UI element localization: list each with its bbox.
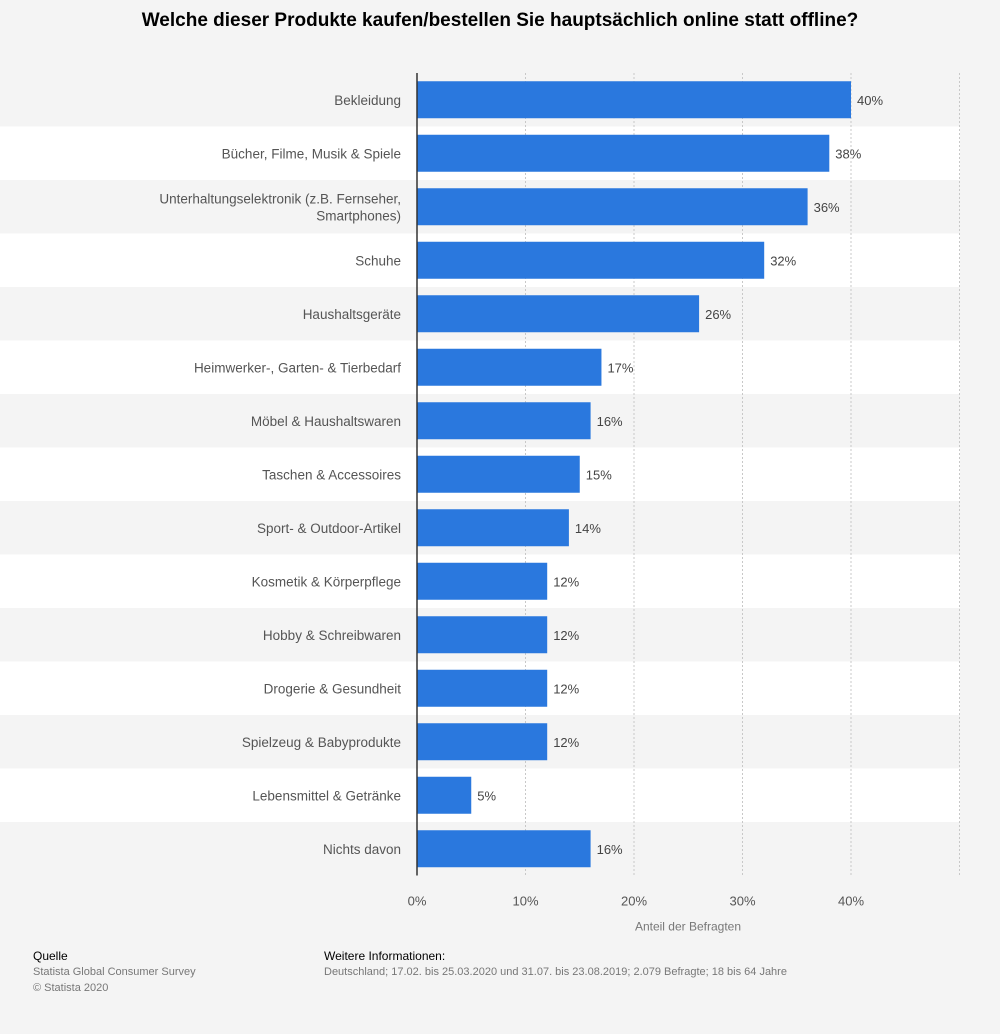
value-labels: 40% 38% 36% 32% 26% 17% 16% 15% 14% 12% 12% 12% 12% 5… [477,93,883,857]
value-label: 16% [597,842,623,857]
value-label: 40% [857,93,883,108]
value-label: 12% [553,574,579,589]
source-heading: Quelle [33,949,68,963]
category-label: Drogerie & Gesundheit [264,681,402,696]
chart-title: Welche dieser Produkte kaufen/bestellen … [141,10,859,31]
category-label: Heimwerker-, Garten- & Tierbedarf [194,360,401,375]
value-label: 5% [477,788,496,803]
bar [417,348,602,386]
bar [417,188,808,226]
category-label: Spielzeug & Babyprodukte [242,735,401,750]
category-label: Schuhe [355,253,401,268]
category-label: Möbel & Haushaltswaren [251,414,401,429]
category-label: Bekleidung [334,93,401,108]
value-label: 15% [586,467,612,482]
category-label: Nichts davon [323,842,401,857]
value-label: 16% [597,414,623,429]
category-labels: Bekleidung Bücher, Filme, Musik & Spiele U… [159,93,401,857]
bar [417,134,830,172]
bar [417,723,548,761]
category-label: Taschen & Accessoires [262,467,401,482]
bars [417,81,851,868]
x-tick-label: 20% [621,894,647,909]
bar [417,616,548,654]
value-label: 12% [553,681,579,696]
value-label: 12% [553,735,579,750]
category-label: Kosmetik & Körperpflege [252,574,401,589]
category-label: Hobby & Schreibwaren [263,628,401,643]
category-label: Haushaltsgeräte [303,307,401,322]
category-label: Sport- & Outdoor-Artikel [257,521,401,536]
x-axis-title: Anteil der Befragten [635,920,741,934]
x-tick-label: 40% [838,894,864,909]
category-label: Unterhaltungselektronik (z.B. Fernseher,… [159,191,401,223]
value-label: 38% [835,146,861,161]
info-heading: Weitere Informationen: [324,949,446,963]
row-band [0,768,960,822]
info-text: Deutschland; 17.02. bis 25.03.2020 und 3… [324,966,787,978]
bar [417,81,851,119]
x-tick-label: 30% [729,894,755,909]
category-label: Bücher, Filme, Musik & Spiele [222,146,401,161]
bar [417,830,591,868]
source-line: Statista Global Consumer Survey [33,966,196,978]
value-label: 26% [705,307,731,322]
bar [417,509,569,547]
bar [417,776,472,814]
info-block: Weitere Informationen: Deutschland; 17.0… [324,948,787,980]
x-tick-labels: 0% 10% 20% 30% 40% [408,894,865,909]
value-label: 12% [553,628,579,643]
bar [417,455,580,493]
bar [417,295,700,333]
bar-chart: Bekleidung Bücher, Filme, Musik & Spiele U… [0,73,960,934]
x-tick-label: 10% [512,894,538,909]
bar [417,402,591,440]
x-tick-label: 0% [408,894,427,909]
bar [417,562,548,600]
value-label: 32% [770,253,796,268]
category-label: Lebensmittel & Getränke [252,788,401,803]
value-label: 36% [814,200,840,215]
value-label: 17% [607,360,633,375]
copyright-line: © Statista 2020 [33,982,109,994]
value-label: 14% [575,521,601,536]
source-block: Quelle Statista Global Consumer Survey ©… [33,948,196,996]
bar [417,241,765,279]
bar [417,669,548,707]
